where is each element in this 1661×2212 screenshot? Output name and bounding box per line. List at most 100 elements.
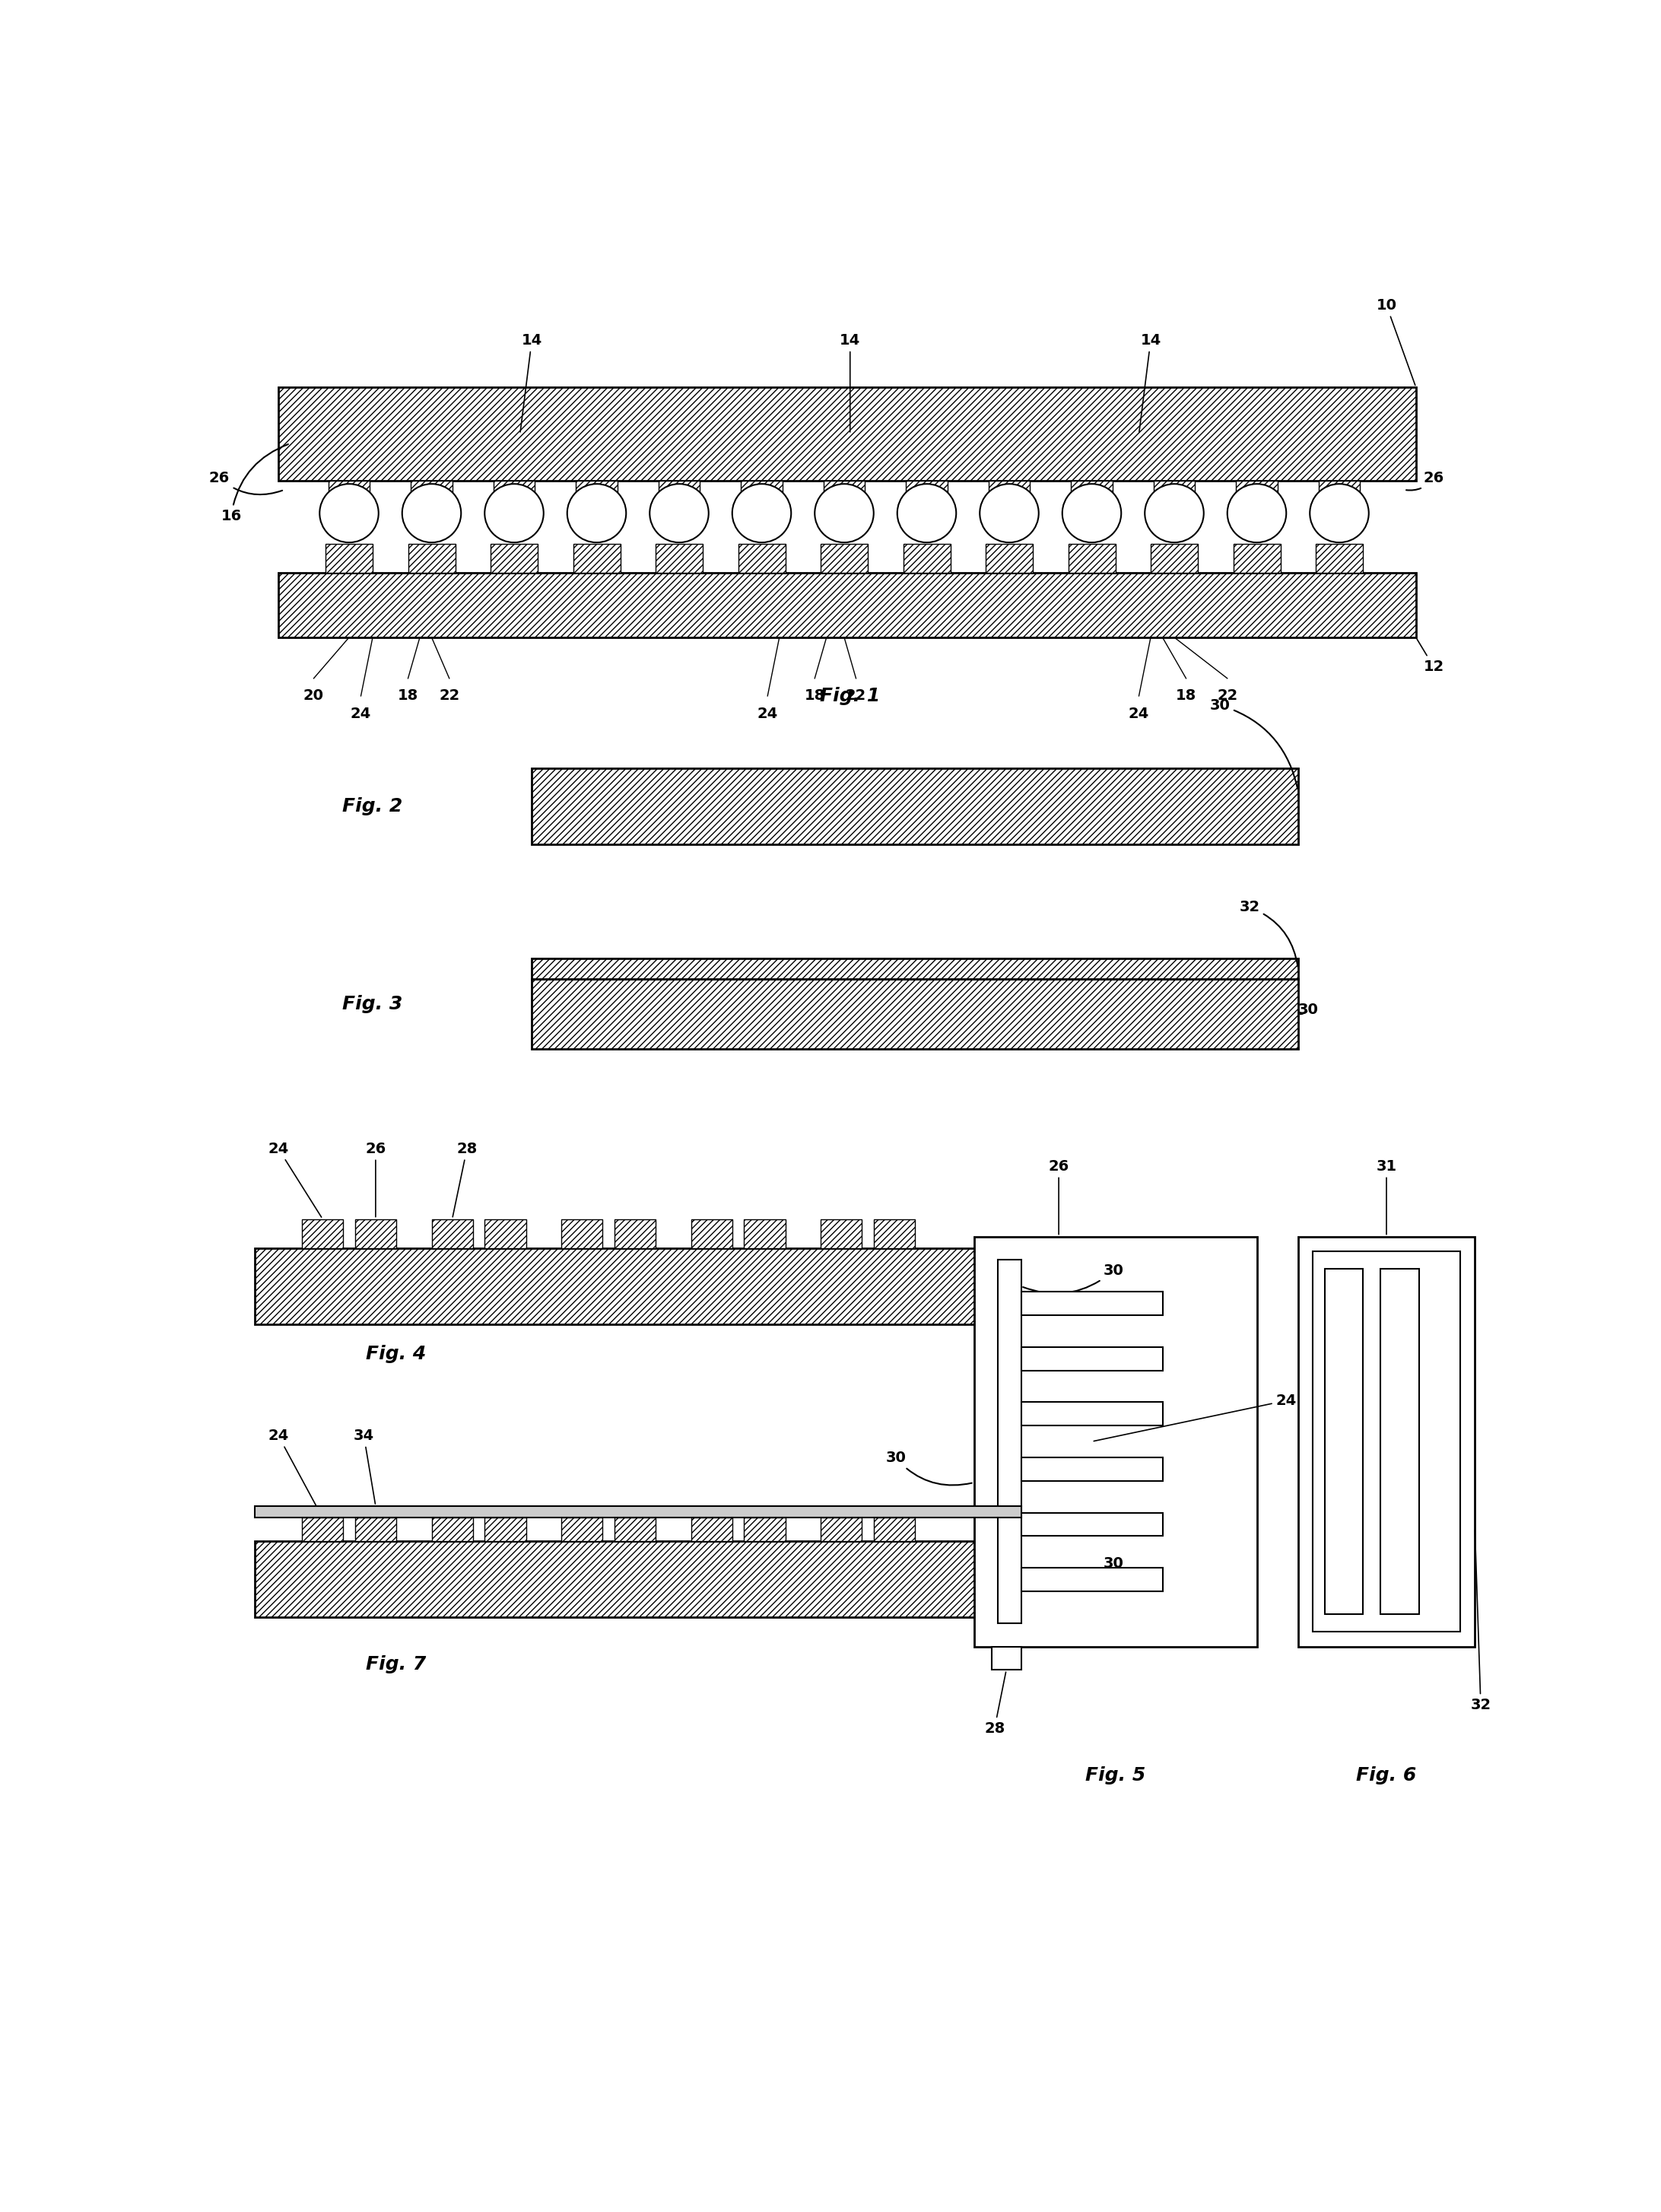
Text: 28: 28 <box>983 1672 1007 1736</box>
Text: 31: 31 <box>1375 1159 1397 1234</box>
Text: 26: 26 <box>209 471 282 495</box>
Circle shape <box>733 484 791 542</box>
Bar <box>973 1237 1257 1646</box>
Bar <box>741 480 782 498</box>
Bar <box>1319 480 1360 498</box>
Text: 28: 28 <box>453 1141 477 1217</box>
Text: 32: 32 <box>1239 900 1297 967</box>
Text: 20: 20 <box>304 688 324 703</box>
Text: Fig. 6: Fig. 6 <box>1357 1765 1417 1785</box>
Bar <box>1232 544 1281 573</box>
Bar <box>1236 480 1277 498</box>
Bar <box>691 1219 733 1248</box>
Text: 26: 26 <box>365 1141 385 1217</box>
Bar <box>985 544 1033 573</box>
Bar <box>1022 1347 1163 1371</box>
Text: 10: 10 <box>1377 299 1415 385</box>
Text: 14: 14 <box>840 334 860 431</box>
Bar <box>1154 480 1194 498</box>
Bar <box>432 1517 473 1542</box>
Bar <box>532 980 1297 1048</box>
Bar <box>656 544 703 573</box>
Bar <box>561 1219 603 1248</box>
Bar <box>821 1219 862 1248</box>
Text: 24: 24 <box>1128 706 1149 721</box>
Bar <box>1022 1402 1163 1427</box>
Bar <box>998 1261 1022 1624</box>
Bar <box>907 480 947 498</box>
Text: 18: 18 <box>1176 688 1196 703</box>
Circle shape <box>1311 484 1369 542</box>
Bar <box>1151 544 1198 573</box>
Text: 18: 18 <box>804 688 826 703</box>
Circle shape <box>319 484 379 542</box>
Bar <box>737 544 786 573</box>
Text: Fig. 2: Fig. 2 <box>342 796 404 816</box>
Text: 14: 14 <box>520 334 541 431</box>
Bar <box>485 1517 527 1542</box>
Bar <box>1312 1252 1460 1632</box>
Bar <box>254 1248 1022 1325</box>
Bar <box>1324 1270 1364 1615</box>
Bar <box>573 544 620 573</box>
Bar <box>992 1646 1022 1670</box>
Bar <box>744 1517 786 1542</box>
Text: 30: 30 <box>1297 1002 1319 1018</box>
Text: 30: 30 <box>1023 1263 1124 1294</box>
Bar <box>1316 544 1364 573</box>
Bar <box>988 480 1030 498</box>
Bar <box>821 544 867 573</box>
Bar <box>824 480 865 498</box>
Bar <box>1297 1237 1475 1646</box>
Bar <box>744 1219 786 1248</box>
Bar <box>874 1517 915 1542</box>
Bar <box>904 544 950 573</box>
Text: Fig. 5: Fig. 5 <box>1085 1765 1146 1785</box>
Bar <box>326 544 372 573</box>
Text: 24: 24 <box>350 706 372 721</box>
Text: 24: 24 <box>1095 1394 1297 1440</box>
Bar <box>821 1517 862 1542</box>
Bar <box>254 1542 1022 1617</box>
Bar <box>279 573 1415 637</box>
Bar <box>432 1219 473 1248</box>
Bar <box>329 480 370 498</box>
Bar <box>1022 1513 1163 1535</box>
Circle shape <box>566 484 626 542</box>
Bar <box>1022 1292 1163 1316</box>
Text: Fig. 3: Fig. 3 <box>342 995 404 1013</box>
Text: 18: 18 <box>397 688 419 703</box>
Circle shape <box>402 484 462 542</box>
Bar <box>874 1219 915 1248</box>
Bar <box>1071 480 1113 498</box>
Bar <box>615 1219 656 1248</box>
Text: 22: 22 <box>1218 688 1237 703</box>
Text: Fig. 4: Fig. 4 <box>365 1345 427 1363</box>
Text: 30: 30 <box>1209 699 1297 790</box>
Bar <box>302 1517 344 1542</box>
Bar <box>576 480 618 498</box>
Text: 26: 26 <box>1407 471 1443 491</box>
Text: 24: 24 <box>267 1141 322 1217</box>
Text: 30: 30 <box>885 1451 972 1484</box>
Circle shape <box>897 484 957 542</box>
Bar <box>409 544 455 573</box>
Circle shape <box>814 484 874 542</box>
Bar <box>691 1517 733 1542</box>
Text: 22: 22 <box>439 688 460 703</box>
Circle shape <box>649 484 709 542</box>
Bar <box>493 480 535 498</box>
Bar <box>1022 1458 1163 1480</box>
Text: 30: 30 <box>1023 1555 1124 1586</box>
Circle shape <box>485 484 543 542</box>
Text: 24: 24 <box>757 706 777 721</box>
Bar <box>490 544 538 573</box>
Bar <box>279 387 1415 480</box>
Circle shape <box>980 484 1038 542</box>
Bar <box>485 1219 527 1248</box>
Bar <box>302 1219 344 1248</box>
Text: 26: 26 <box>1048 1159 1070 1234</box>
Bar <box>532 768 1297 845</box>
Text: 12: 12 <box>1417 639 1443 675</box>
Text: Fig. 1: Fig. 1 <box>821 686 880 706</box>
